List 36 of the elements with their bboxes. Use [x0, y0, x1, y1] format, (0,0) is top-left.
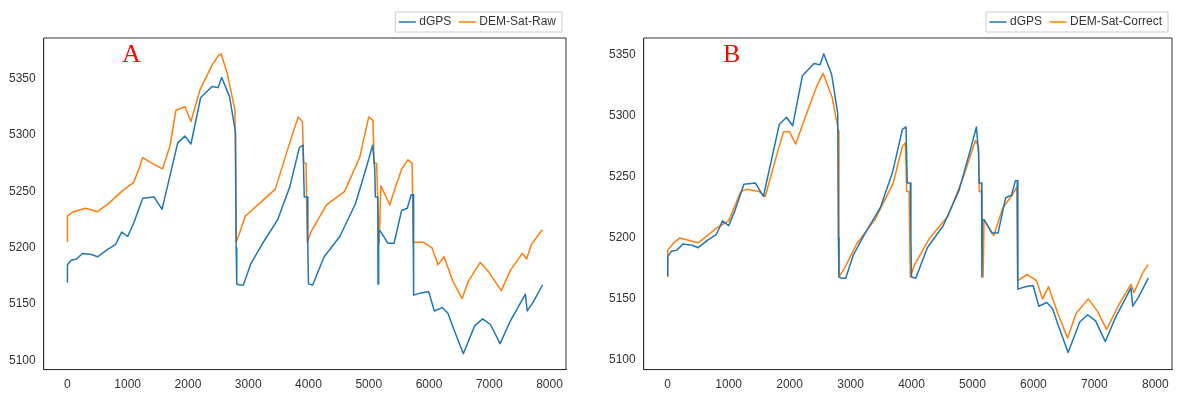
x-tick-label: 5000	[959, 377, 987, 392]
x-tick-label: 3000	[837, 377, 865, 392]
y-tick-label: 5200	[608, 230, 637, 245]
x-tick-label: 2000	[174, 377, 202, 392]
legend-label: DEM-Sat-Raw	[479, 14, 557, 29]
x-tick-label: 7000	[475, 377, 503, 392]
legend-label: DEM-Sat-Correct	[1069, 14, 1163, 29]
x-tick-label: 7000	[1081, 377, 1109, 392]
y-tick-label: 5150	[8, 296, 37, 311]
x-tick-label: 4000	[295, 377, 323, 392]
y-tick-label: 5300	[8, 127, 37, 142]
y-tick-label: 5150	[608, 291, 637, 306]
y-tick-label: 5100	[8, 352, 37, 367]
x-tick-label: 0	[664, 377, 672, 392]
y-tick-label: 5250	[608, 169, 637, 184]
x-tick-label: 4000	[898, 377, 926, 392]
y-tick-label: 5350	[608, 47, 637, 62]
legend-label: dGPS	[419, 14, 452, 29]
x-tick-label: 8000	[536, 377, 564, 392]
chart-title: A	[122, 38, 142, 68]
legend-label: dGPS	[1009, 14, 1042, 29]
y-tick-label: 5100	[608, 352, 637, 367]
y-tick-label: 5250	[8, 183, 37, 198]
x-tick-label: 6000	[415, 377, 443, 392]
y-tick-label: 5300	[608, 108, 637, 123]
x-tick-label: 0	[64, 377, 72, 392]
x-tick-label: 5000	[355, 377, 383, 392]
x-tick-label: 6000	[1020, 377, 1048, 392]
x-tick-label: 1000	[715, 377, 743, 392]
y-tick-label: 5350	[8, 70, 37, 85]
y-tick-label: 5200	[8, 240, 37, 255]
x-tick-label: 3000	[234, 377, 262, 392]
x-tick-label: 8000	[1141, 377, 1169, 392]
x-tick-label: 2000	[776, 377, 804, 392]
x-tick-label: 1000	[114, 377, 142, 392]
chart-title: B	[722, 38, 741, 68]
